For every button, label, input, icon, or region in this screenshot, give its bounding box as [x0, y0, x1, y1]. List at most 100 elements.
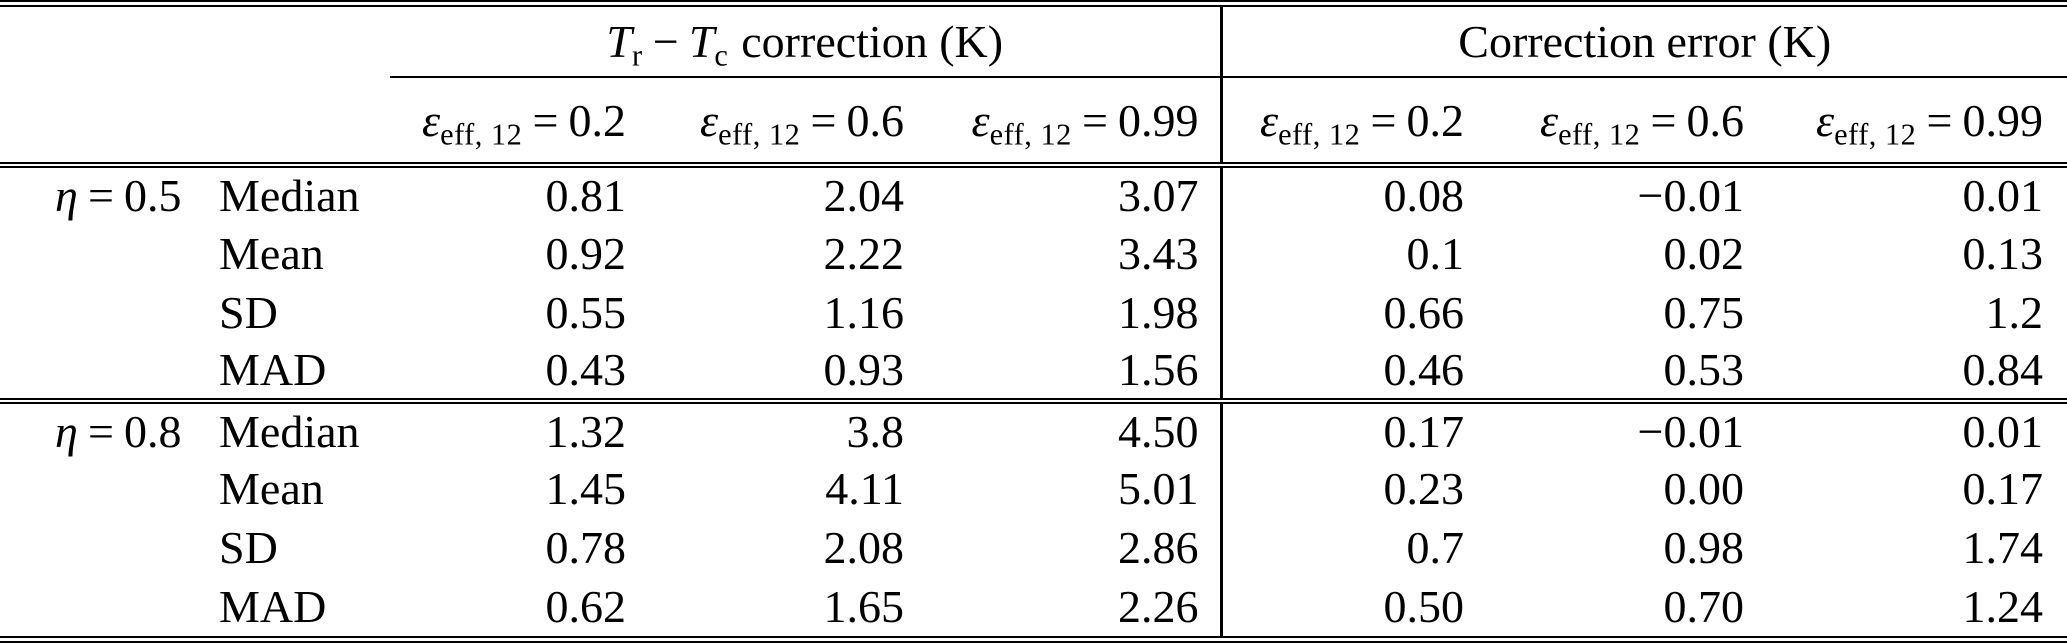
value-cell: 0.01: [1962, 170, 2044, 222]
header-spacer: [0, 7, 390, 77]
eps-col-header: εeff, 12 = 0.2: [390, 77, 630, 168]
eta-symbol: η: [55, 405, 78, 457]
math-symbol-T: T: [688, 16, 715, 67]
table-row: η = 0.8 Median 1.32 3.8 4.50 0.17 −0.01 0.…: [0, 400, 2067, 460]
stat-label: MAD: [219, 581, 327, 633]
math-symbol-T: T: [606, 16, 633, 67]
eps-value: 0.99: [1962, 94, 2044, 146]
eps-value: 0.2: [1406, 94, 1465, 146]
equals-operator: =: [1081, 94, 1108, 146]
eta-group-label: η = 0.5: [0, 165, 215, 224]
eps-col-header: εeff, 12 = 0.6: [1468, 77, 1748, 168]
equals-operator: =: [1650, 94, 1677, 146]
epsilon-subscript: eff, 12: [989, 117, 1072, 151]
group-header-correction: Tr − Tc correction (K): [390, 7, 1221, 78]
eps-value: 0.6: [1686, 94, 1745, 146]
value-cell: 0.00: [1663, 463, 1745, 515]
value-cell: 3.07: [1118, 170, 1199, 222]
equals-operator: =: [87, 170, 114, 222]
group-header-error: Correction error (K): [1219, 7, 2067, 78]
equals-operator: =: [87, 405, 114, 457]
value-cell: 0.08: [1219, 165, 1468, 224]
eta-group-label: [0, 283, 215, 342]
stat-label: MAD: [215, 341, 390, 404]
value-cell: 0.93: [630, 341, 910, 404]
eps-value: 0.6: [846, 94, 905, 146]
epsilon-subscript: eff, 12: [1278, 117, 1361, 151]
value-cell: 0.62: [545, 581, 627, 633]
stat-label: SD: [219, 522, 278, 574]
eta-group-label: η = 0.8: [0, 401, 215, 460]
value-cell: 1.16: [823, 286, 905, 338]
epsilon-symbol: ε: [700, 94, 719, 146]
value-cell: 0.23: [1219, 459, 1468, 519]
value-cell: 2.04: [823, 170, 905, 222]
table-row: η = 0.5 Median 0.81 2.04 3.07 0.08 −0.01 0…: [0, 165, 2067, 224]
value-cell: 3.43: [1118, 227, 1199, 279]
stat-label: Mean: [219, 227, 324, 279]
value-cell: 0.92: [545, 227, 627, 279]
eta-group-label: [0, 341, 215, 404]
value-cell: 0.7: [1219, 518, 1468, 578]
value-cell: 4.50: [1118, 405, 1199, 457]
value-cell: 5.01: [1118, 463, 1199, 515]
minus-operator: −: [652, 16, 679, 67]
value-cell: 0.55: [545, 286, 627, 338]
value-cell: 0.13: [1962, 227, 2044, 279]
table-row: MAD 0.43 0.93 1.56 0.46 0.53 0.84: [0, 341, 2067, 404]
equals-operator: =: [1370, 94, 1397, 146]
eta-value: 0.5: [124, 170, 182, 222]
value-cell: 2.08: [823, 522, 905, 574]
value-cell: 0.02: [1663, 227, 1745, 279]
subscript-c: c: [714, 38, 729, 73]
value-cell: 2.26: [1118, 581, 1199, 633]
value-cell: −0.01: [1637, 170, 1744, 222]
eta-group-label: [0, 577, 215, 636]
value-cell: 0.43: [390, 341, 630, 404]
eps-value: 0.99: [1118, 94, 1199, 146]
table-row: SD 0.78 2.08 2.86 0.7 0.98 1.74: [0, 518, 2067, 578]
value-cell: 0.70: [1663, 581, 1745, 633]
value-cell: 3.8: [846, 405, 905, 457]
subheader-spacer: [0, 77, 390, 168]
value-cell: 1.65: [823, 581, 905, 633]
eta-group-label: [0, 224, 215, 283]
value-cell: 1.56: [910, 341, 1221, 404]
table-row: Mean 0.92 2.22 3.43 0.1 0.02 0.13: [0, 223, 2067, 283]
epsilon-subscript: eff, 12: [1834, 117, 1917, 151]
eps-col-header: εeff, 12 = 0.99: [910, 77, 1221, 168]
eta-value: 0.8: [124, 405, 182, 457]
table-row: Mean 1.45 4.11 5.01 0.23 0.00 0.17: [0, 459, 2067, 519]
stat-label: Median: [219, 170, 360, 222]
value-cell: 0.81: [545, 170, 627, 222]
eta-group-label: [0, 459, 215, 518]
epsilon-header-row: εeff, 12 = 0.2 εeff, 12 = 0.6 εeff, 12 = 0.99 …: [0, 77, 2067, 168]
epsilon-symbol: ε: [971, 94, 990, 146]
value-cell: 0.17: [1219, 400, 1468, 460]
equals-operator: =: [532, 94, 559, 146]
value-cell: 0.17: [1962, 463, 2044, 515]
value-cell: 1.98: [1118, 286, 1199, 338]
eta-symbol: η: [55, 170, 78, 222]
table-row: MAD 0.62 1.65 2.26 0.50 0.70 1.24: [0, 577, 2067, 636]
eps-col-header: εeff, 12 = 0.99: [1748, 77, 2067, 168]
epsilon-subscript: eff, 12: [440, 117, 523, 151]
eps-value: 0.2: [568, 94, 627, 146]
epsilon-symbol: ε: [1816, 94, 1835, 146]
epsilon-symbol: ε: [1540, 94, 1559, 146]
value-cell: −0.01: [1637, 405, 1744, 457]
value-cell: 1.45: [545, 463, 627, 515]
value-cell: 0.50: [1219, 577, 1468, 636]
table-row: SD 0.55 1.16 1.98 0.66 0.75 1.2: [0, 282, 2067, 342]
value-cell: 0.01: [1962, 405, 2044, 457]
subscript-r: r: [632, 38, 643, 73]
epsilon-subscript: eff, 12: [718, 117, 801, 151]
equals-operator: =: [810, 94, 837, 146]
epsilon-symbol: ε: [1260, 94, 1279, 146]
value-cell: 0.66: [1219, 282, 1468, 342]
statistics-table: Tr − Tc correction (K) Correction error (K)…: [0, 7, 2067, 636]
value-cell: 1.2: [1985, 286, 2044, 338]
equals-operator: =: [1926, 94, 1953, 146]
epsilon-subscript: eff, 12: [1558, 117, 1641, 151]
